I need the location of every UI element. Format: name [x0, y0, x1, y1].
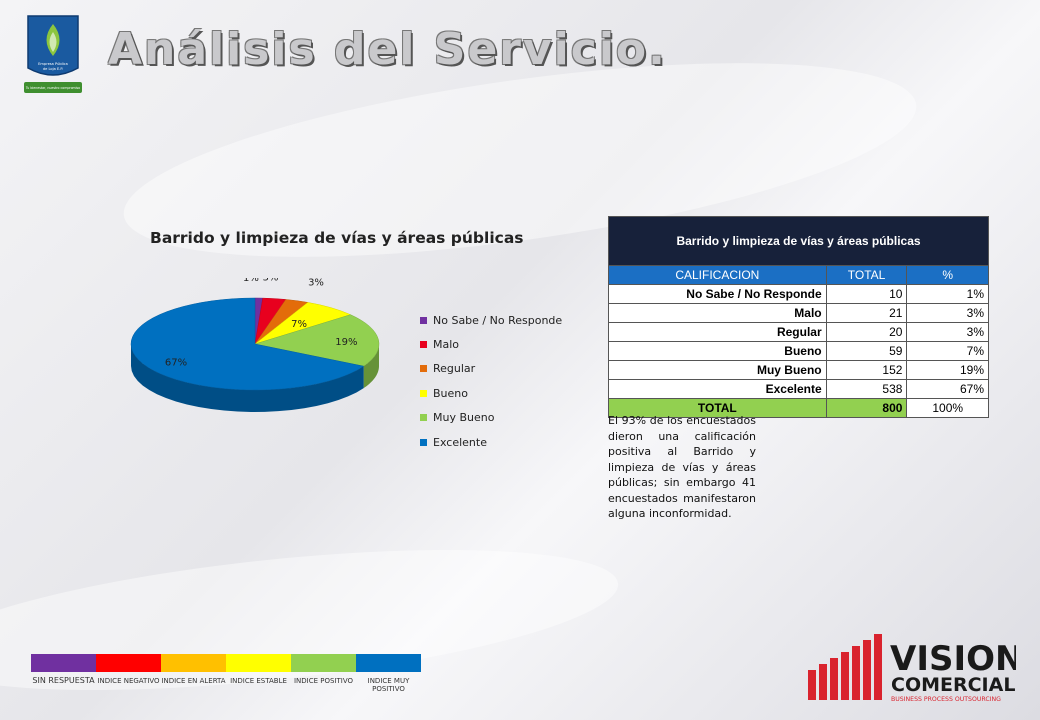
scale-item: INDICE EN ALERTA — [161, 654, 226, 693]
legend-swatch — [420, 438, 427, 446]
scale-label: INDICE EN ALERTA — [161, 677, 226, 685]
legend-label: No Sabe / No Responde — [433, 313, 563, 327]
pie-slice-side — [363, 344, 379, 389]
scale-bar — [356, 654, 421, 672]
scale-item: INDICE ESTABLE — [226, 654, 291, 693]
scale-label: INDICE NEGATIVO — [97, 677, 160, 685]
table-cell: TOTAL — [608, 398, 827, 418]
table-row: Regular 20 3% — [608, 322, 989, 342]
company-logo: Empresa Pública de Loja E.P. Tu bienesta… — [24, 15, 82, 93]
chart-title: Barrido y limpieza de vías y áreas públi… — [150, 229, 524, 247]
brand-name-bottom: COMERCIAL — [891, 674, 1015, 696]
page-title: Análisis del Servicio. — [108, 24, 667, 75]
table-cell: 1% — [906, 284, 989, 304]
table-total-row: TOTAL 800 100% — [608, 398, 989, 418]
legend-swatch — [420, 414, 427, 422]
table-cell: Malo — [608, 303, 827, 323]
chart-legend: No Sabe / No Responde Malo Regular Bueno… — [420, 308, 562, 454]
table-cell: 538 — [825, 379, 908, 399]
table-cell: 3% — [906, 322, 989, 342]
rating-scale: SIN RESPUESTA INDICE NEGATIVO INDICE EN … — [31, 654, 421, 693]
table-row: Bueno 59 7% — [608, 341, 989, 361]
pie-data-label: 67% — [165, 357, 187, 368]
table-cell: 10 — [825, 284, 908, 304]
table-title: Barrido y limpieza de vías y áreas públi… — [608, 216, 989, 266]
brand-tagline: BUSINESS PROCESS OUTSOURCING — [891, 696, 1001, 703]
legend-item: Muy Bueno — [420, 406, 562, 430]
scale-label: INDICE ESTABLE — [230, 677, 287, 685]
pie-data-label: 1% — [243, 278, 259, 284]
table-header-row: CALIFICACION TOTAL % — [608, 265, 989, 285]
table-cell: 152 — [825, 360, 908, 380]
pie-slice — [130, 297, 365, 391]
scale-bar — [161, 654, 226, 672]
legend-swatch — [420, 365, 427, 373]
legend-label: Excelente — [433, 435, 487, 449]
pie-slice-side — [131, 344, 364, 412]
legend-item: Excelente — [420, 430, 562, 454]
results-table: Barrido y limpieza de vías y áreas públi… — [608, 216, 989, 418]
legend-label: Regular — [433, 362, 476, 376]
scale-bar — [96, 654, 161, 672]
pie-slice — [254, 314, 380, 367]
table-row: No Sabe / No Responde 10 1% — [608, 284, 989, 304]
table-cell: No Sabe / No Responde — [608, 284, 827, 304]
pie-data-label: 3% — [262, 278, 278, 284]
logo-text-2: de Loja E.P. — [43, 67, 64, 71]
logo-banner: Tu bienestar, nuestro compromiso — [25, 86, 80, 90]
scale-item: SIN RESPUESTA — [31, 654, 96, 693]
legend-label: Muy Bueno — [433, 411, 495, 425]
summary-text: El 93% de los encuestados dieron una cal… — [608, 414, 756, 520]
scale-label: SIN RESPUESTA — [32, 676, 95, 685]
table-header: TOTAL — [825, 265, 908, 285]
legend-swatch — [420, 341, 427, 349]
table-cell: 21 — [825, 303, 908, 323]
table-cell: Excelente — [608, 379, 827, 399]
table-cell: Muy Bueno — [608, 360, 827, 380]
vision-comercial-logo: VISION COMERCIAL BUSINESS PROCESS OUTSOU… — [808, 634, 1016, 703]
table-cell: 800 — [825, 398, 908, 418]
logo-text-1: Empresa Pública — [38, 62, 68, 66]
table-cell: Bueno — [608, 341, 827, 361]
legend-item: Regular — [420, 357, 562, 381]
legend-swatch — [420, 316, 427, 324]
legend-label: Malo — [433, 338, 460, 352]
legend-item: Bueno — [420, 381, 562, 405]
table-cell: Regular — [608, 322, 827, 342]
scale-bar — [291, 654, 356, 672]
brand-name-top: VISION — [890, 639, 1016, 679]
table-header: % — [906, 265, 989, 285]
table-cell: 59 — [825, 341, 908, 361]
table-cell: 67% — [906, 379, 989, 399]
legend-swatch — [420, 389, 427, 397]
table-cell: 7% — [906, 341, 989, 361]
pie-chart: 1% 3% 3%7%19%67% — [130, 278, 380, 412]
scale-bar — [31, 654, 96, 672]
pie-data-label: 7% — [291, 319, 307, 330]
legend-item: Malo — [420, 332, 562, 356]
legend-label: Bueno — [433, 386, 468, 400]
table-row: Muy Bueno 152 19% — [608, 360, 989, 380]
scale-item: INDICE NEGATIVO — [96, 654, 161, 693]
scale-bar — [226, 654, 291, 672]
scale-label: INDICE MUY POSITIVO — [367, 677, 410, 693]
table-header: CALIFICACION — [608, 265, 827, 285]
table-row: Malo 21 3% — [608, 303, 989, 323]
table-row: Excelente 538 67% — [608, 379, 989, 399]
scale-item: INDICE POSITIVO — [291, 654, 356, 693]
pie-data-label: 19% — [335, 337, 357, 348]
table-cell: 3% — [906, 303, 989, 323]
table-cell: 19% — [906, 360, 989, 380]
pie-data-label: 3% — [308, 278, 324, 289]
legend-item: No Sabe / No Responde — [420, 308, 562, 332]
table-cell: 100% — [906, 398, 989, 418]
scale-label: INDICE POSITIVO — [293, 677, 354, 685]
scale-item: INDICE MUY POSITIVO — [356, 654, 421, 693]
table-cell: 20 — [825, 322, 908, 342]
